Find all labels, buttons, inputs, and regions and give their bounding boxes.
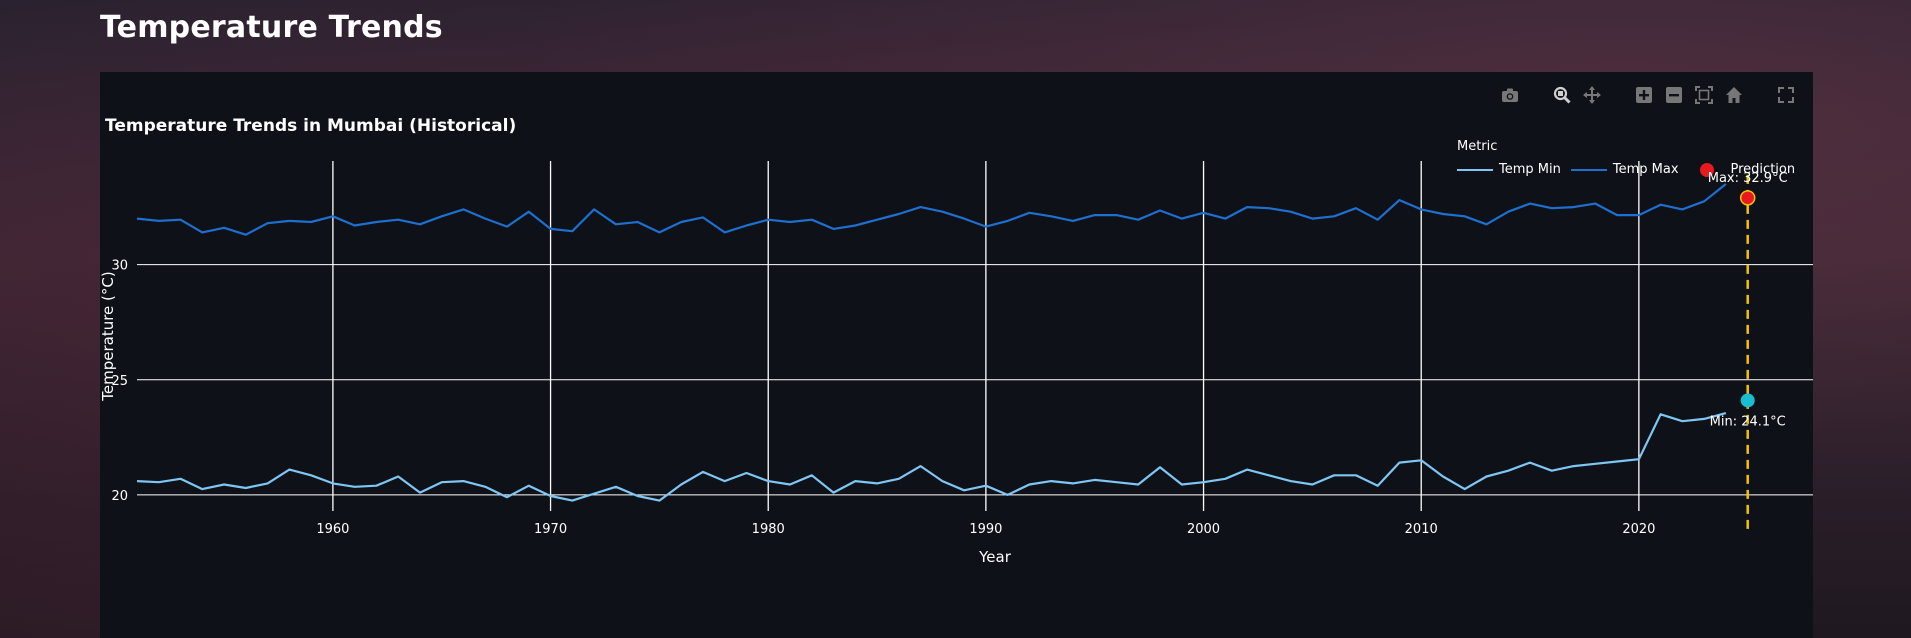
legend-item-temp-min[interactable]: Temp Min [1457,162,1561,177]
x-axis-title: Year [978,548,1012,566]
legend-item-temp-max[interactable]: Temp Max [1570,162,1679,177]
legend-label-temp-max: Temp Max [1612,162,1679,177]
download-plot-icon[interactable] [1501,86,1519,104]
y-tick-label-20: 20 [111,489,128,504]
chart-title: Temperature Trends in Mumbai (Historical… [105,116,517,136]
legend-swatch-temp-min [1457,168,1493,171]
legend-label-temp-min: Temp Min [1499,162,1561,177]
prediction-layer: Max: 32.9°C Min: 24.1°C [1708,171,1788,531]
x-tick-labels: 1960 1970 1980 1990 2000 2010 2020 [316,522,1655,537]
series-line-temp-min[interactable] [136,412,1727,502]
x-tick-label-1990: 1990 [969,522,1002,537]
zoom-out-icon[interactable] [1665,86,1683,104]
x-tick-label-1970: 1970 [534,522,567,537]
zoom-in-icon[interactable] [1635,86,1653,104]
x-tick-label-2020: 2020 [1622,522,1655,537]
y-gridlines [137,264,1813,496]
fullscreen-icon[interactable] [1777,86,1795,104]
zoom-icon[interactable] [1553,86,1571,104]
x-tick-label-2000: 2000 [1187,522,1220,537]
x-tick-label-1980: 1980 [752,522,785,537]
x-tick-label-1960: 1960 [316,522,349,537]
y-tick-label-25: 25 [111,374,128,389]
prediction-min-point[interactable] [1740,393,1755,408]
autoscale-icon[interactable] [1695,86,1713,104]
y-tick-labels: 20 25 30 [111,259,128,504]
plot-area[interactable]: Max: 32.9°C Min: 24.1°C 1960 1970 1980 1990 2… [100,72,1813,638]
legend-swatch-prediction [1699,162,1714,177]
chart-legend: Metric Temp Min Temp Max Prediction [1457,139,1795,177]
page-title: Temperature Trends [100,10,443,45]
pan-icon[interactable] [1583,86,1601,104]
prediction-max-point[interactable] [1739,190,1756,206]
x-tick-label-2010: 2010 [1405,522,1438,537]
chart-panel: Temperature Trends in Mumbai (Historical… [100,72,1813,638]
legend-item-prediction[interactable]: Prediction [1689,162,1796,177]
y-axis-title: Temperature (°C) [100,271,117,401]
y-tick-label-30: 30 [111,259,128,274]
legend-title: Metric [1457,139,1498,154]
legend-swatch-temp-max [1570,168,1607,171]
prediction-max-label: Max: 32.9°C [1708,171,1788,186]
chart-modebar [1501,86,1795,104]
prediction-min-label: Min: 24.1°C [1710,414,1786,429]
legend-label-prediction: Prediction [1730,162,1796,177]
x-gridlines [332,161,1640,511]
series-line-temp-max[interactable] [136,183,1727,236]
reset-axes-icon[interactable] [1725,86,1743,104]
series-layer [136,183,1727,502]
